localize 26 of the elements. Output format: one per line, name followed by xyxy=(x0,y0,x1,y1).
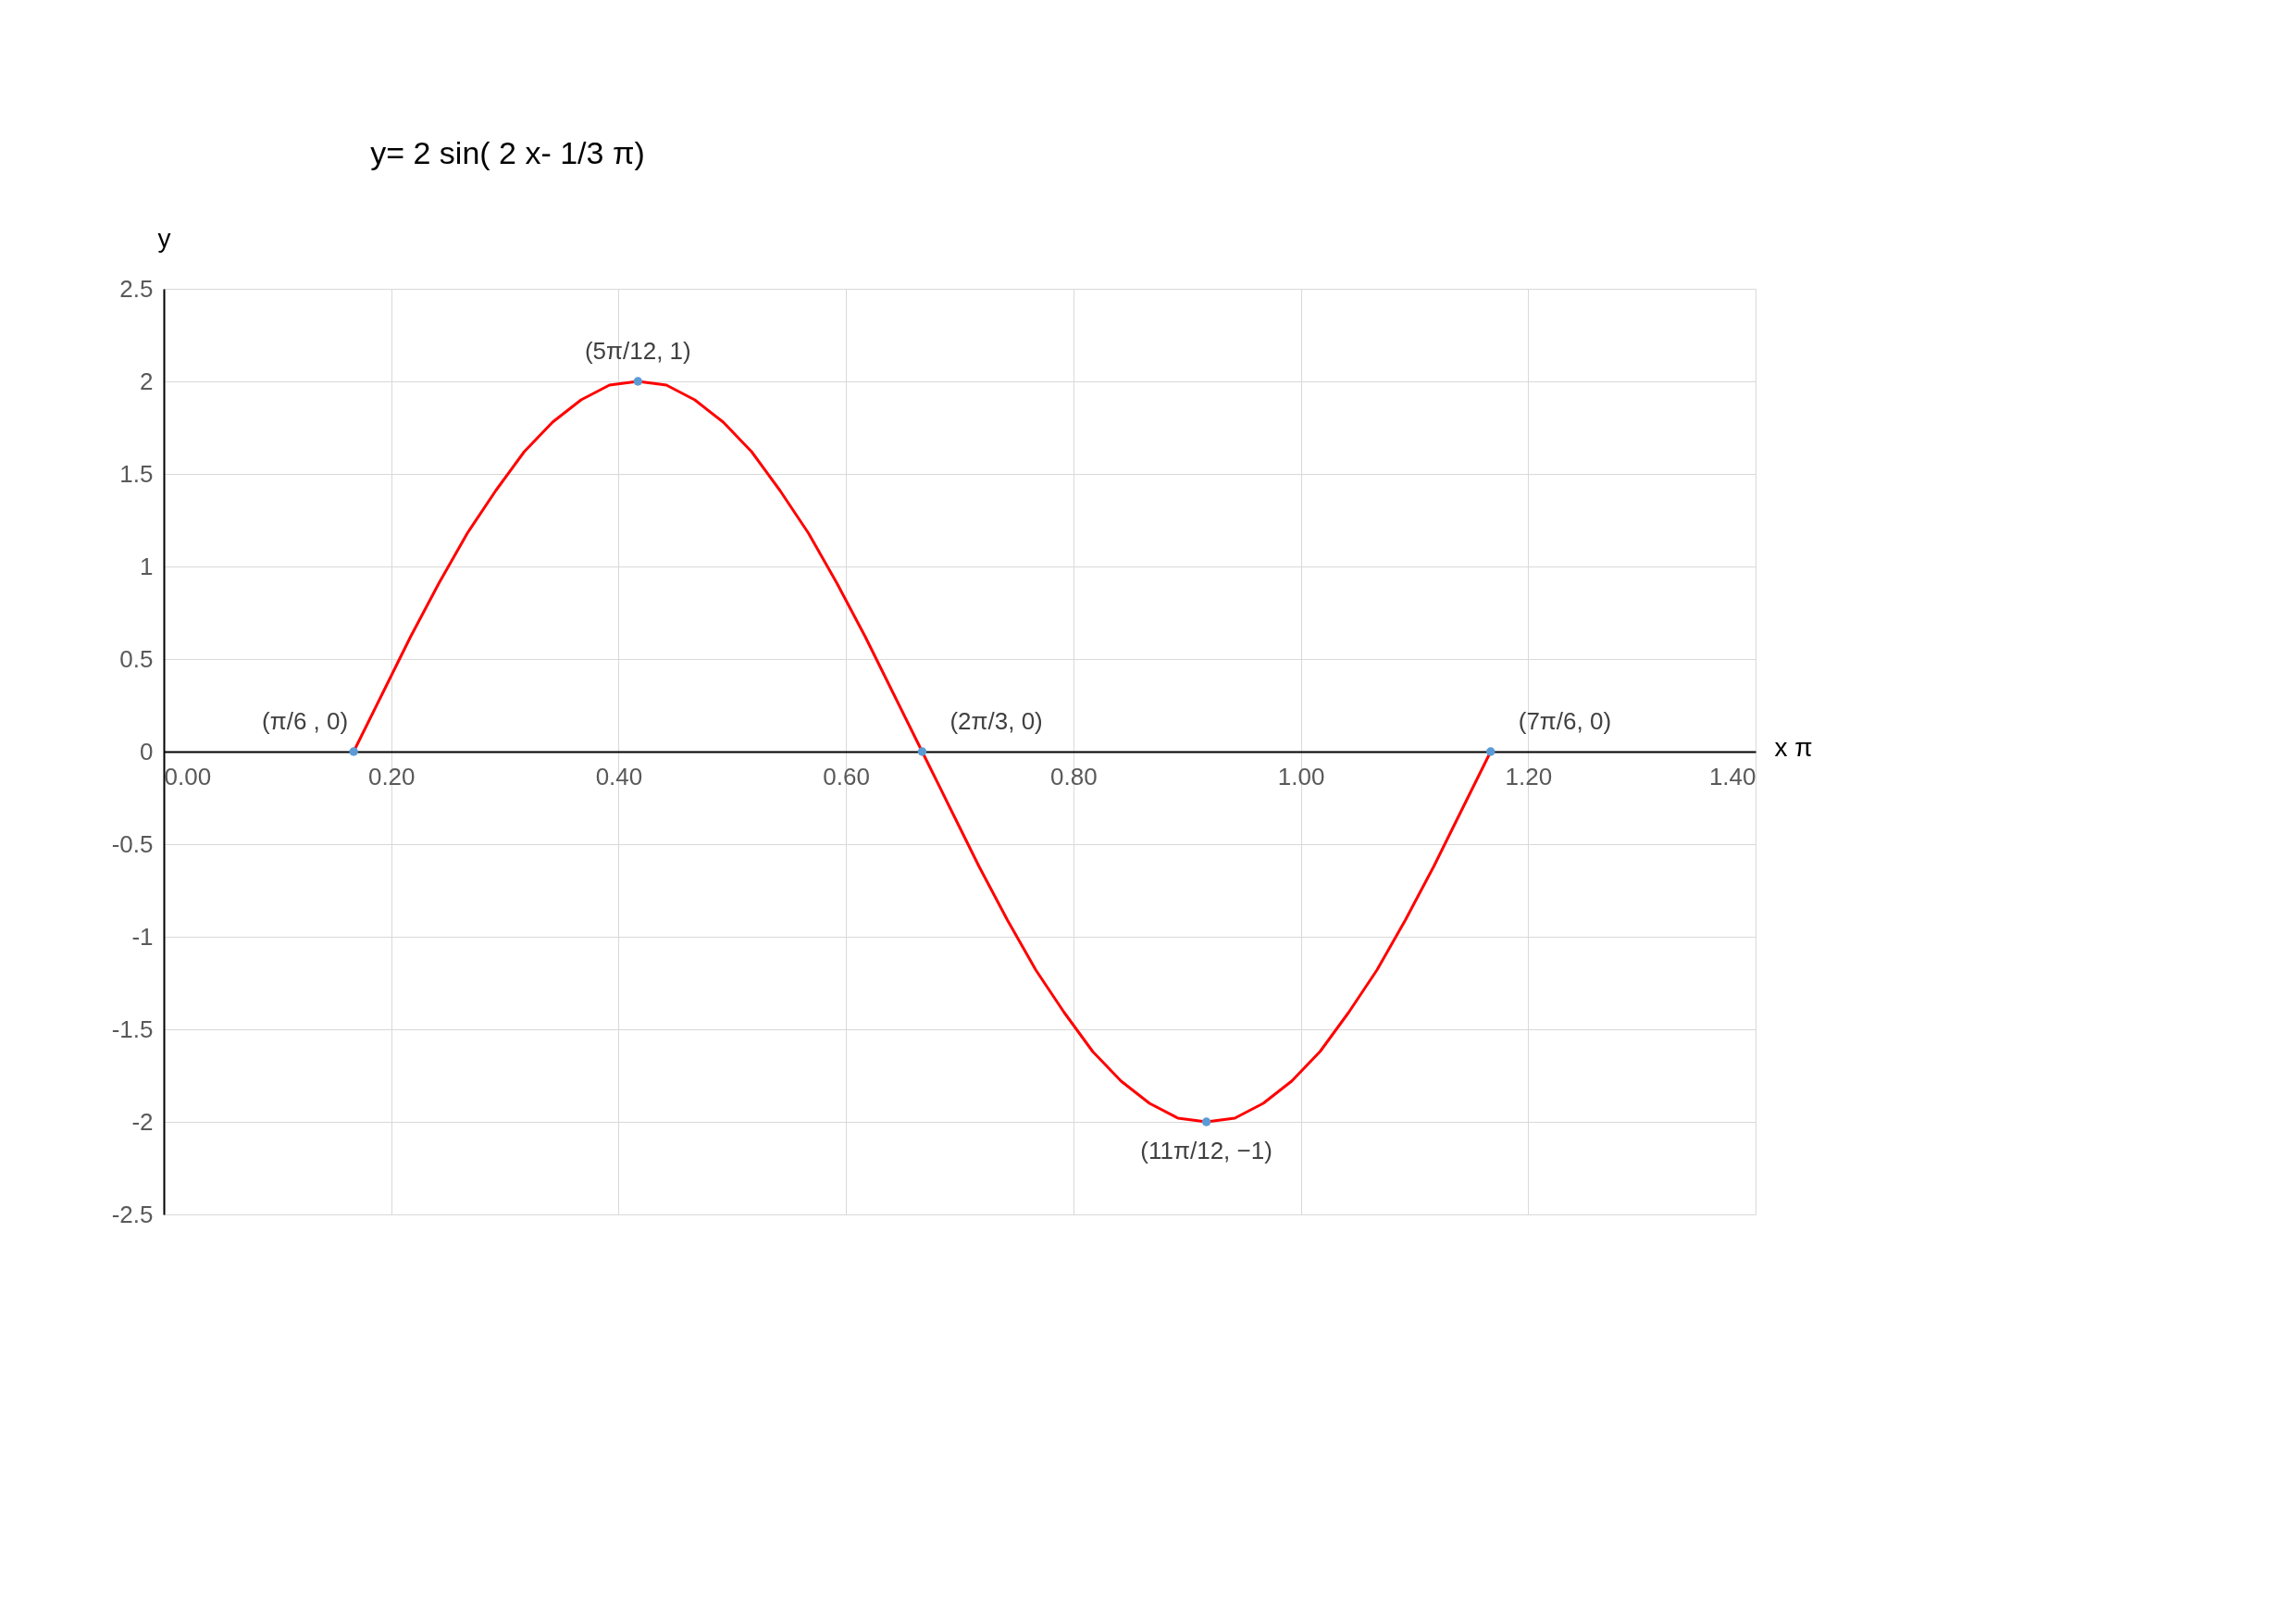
x-tick-label: 0.20 xyxy=(367,762,416,790)
y-tick-label: 1 xyxy=(140,552,154,580)
x-tick-label: 0.40 xyxy=(595,762,643,790)
annotation: (π/6 , 0) xyxy=(262,707,349,735)
y-tick-label: -2 xyxy=(131,1107,154,1136)
x-tick-label: 0.60 xyxy=(823,762,870,790)
x-tick-label: 1.20 xyxy=(1505,762,1553,790)
y-tick-label: -0.5 xyxy=(111,829,154,858)
annotation: (5π/12, 1) xyxy=(584,337,691,365)
x-tick-label: 1.40 xyxy=(1708,762,1756,790)
x-axis-title: x π xyxy=(1774,732,1813,762)
y-tick-label: 1.5 xyxy=(119,459,154,488)
y-tick-label: -1.5 xyxy=(111,1014,154,1043)
y-tick-label: 2.5 xyxy=(119,274,154,303)
chart-title: y= 2 sin( 2 x- 1/3 π) xyxy=(370,135,645,170)
annotation: (11π/12, −1) xyxy=(1140,1137,1272,1164)
x-tick-label: 0.80 xyxy=(1050,762,1098,790)
x-tick-label: 1.00 xyxy=(1277,762,1325,790)
y-tick-label: 0 xyxy=(140,737,154,765)
y-tick-label: -2.5 xyxy=(111,1200,154,1228)
annotation: (2π/3, 0) xyxy=(949,707,1043,735)
y-axis-title: y xyxy=(157,223,171,253)
annotation: (7π/6, 0) xyxy=(1518,707,1612,735)
y-tick-label: -1 xyxy=(131,922,154,951)
y-tick-label: 0.5 xyxy=(119,644,154,673)
y-tick-label: 2 xyxy=(140,367,154,395)
